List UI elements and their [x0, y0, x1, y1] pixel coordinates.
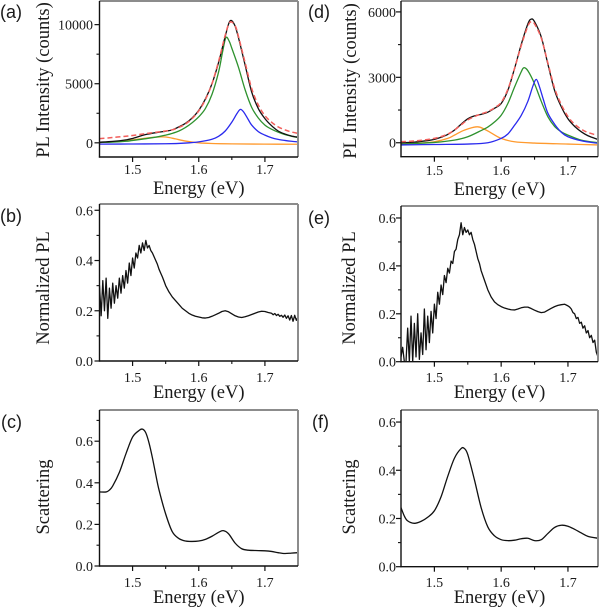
- x-tick-label: 1.6: [492, 576, 510, 591]
- x-tick-label: 1.7: [559, 164, 577, 179]
- line-black: [99, 428, 298, 555]
- x-tick-label: 1.7: [559, 371, 577, 386]
- x-tick-label: 1.7: [256, 163, 274, 178]
- x-tick-label: 1.5: [426, 576, 444, 591]
- x-tick-label: 1.6: [190, 163, 208, 178]
- x-tick-label: 1.6: [492, 164, 510, 179]
- panel-label: (e): [308, 208, 330, 228]
- x-tick-label: 1.7: [256, 576, 274, 591]
- plot-area: [99, 19, 298, 145]
- line-black: [401, 222, 598, 362]
- y-tick-label: 6000: [368, 6, 396, 21]
- y-tick-label: 0.4: [379, 260, 397, 275]
- x-tick-label: 1.5: [124, 371, 142, 386]
- x-axis-label: Energy (eV): [454, 383, 546, 403]
- x-tick-label: 1.5: [426, 164, 444, 179]
- x-axis-label: Energy (eV): [153, 588, 245, 608]
- y-axis-label: Normalized PL: [34, 231, 54, 345]
- x-tick-label: 1.6: [492, 371, 510, 386]
- y-tick-label: 0.4: [76, 255, 94, 270]
- line-red-dashed: [401, 20, 598, 143]
- y-axis-label: Scattering: [34, 459, 54, 534]
- panel-f: 1.5 1.6 1.7 0.0 0.2 0.4 0.6 Energy (eV) Scatteri…: [312, 409, 599, 608]
- plot-area: [401, 18, 598, 146]
- x-axis-label: Energy (eV): [153, 179, 245, 199]
- x-axis-label: Energy (eV): [454, 180, 546, 200]
- y-tick-label: 0.0: [379, 561, 397, 576]
- y-tick-label: 0.2: [379, 512, 397, 527]
- y-tick-label: 0.2: [76, 305, 94, 320]
- panel-b: 1.5 1.6 1.7 0.0 0.2 0.4 0.6 Energy (eV) Normaliz…: [0, 203, 299, 403]
- line-black: [99, 19, 298, 143]
- line-orange: [401, 126, 598, 146]
- line-black: [99, 239, 298, 322]
- y-tick-label: 0.6: [76, 204, 94, 219]
- y-tick-label: 0.2: [379, 308, 397, 323]
- y-axis-label: PL Intensity (counts): [341, 3, 361, 159]
- panel-d: 1.5 1.6 1.7 0 3000 6000 Energy (eV) PL Intensit…: [308, 0, 599, 200]
- panel-label: (f): [312, 412, 329, 432]
- y-tick-label: 5000: [65, 78, 93, 93]
- panel-c: 1.5 1.6 1.7 0.0 0.2 0.4 0.6 Energy (eV) Scatteri…: [1, 409, 299, 608]
- plot-area: [99, 239, 298, 322]
- line-black: [401, 18, 598, 144]
- y-axis-label: Normalized PL: [340, 231, 360, 345]
- x-tick-label: 1.6: [190, 576, 208, 591]
- y-tick-label: 0.0: [379, 356, 397, 371]
- y-axis-label: Scattering: [340, 459, 360, 534]
- y-tick-label: 0: [86, 137, 93, 152]
- x-tick-label: 1.6: [190, 371, 208, 386]
- panel-label: (d): [308, 2, 330, 22]
- x-tick-label: 1.5: [124, 163, 142, 178]
- x-axis-label: Energy (eV): [153, 383, 245, 403]
- line-blue: [401, 78, 598, 146]
- plot-area: [401, 446, 598, 542]
- x-tick-label: 1.5: [124, 576, 142, 591]
- panel-label: (c): [1, 412, 22, 432]
- y-axis-label: PL Intensity (counts): [34, 2, 54, 158]
- y-tick-label: 0.0: [76, 560, 94, 575]
- plot-area: [401, 222, 598, 362]
- y-tick-label: 0.6: [379, 416, 397, 431]
- x-axis-label: Energy (eV): [454, 588, 546, 608]
- line-red-dashed: [99, 21, 298, 140]
- panel-a: 1.5 1.6 1.7 0 5000 10000 Energy (eV) PL Intensi…: [0, 0, 299, 199]
- panel-e: 1.5 1.6 1.7 0.0 0.2 0.4 0.6 Energy (eV) Normaliz…: [308, 205, 599, 403]
- line-black: [401, 446, 598, 542]
- y-tick-label: 0: [389, 137, 396, 152]
- y-tick-label: 0.4: [379, 464, 397, 479]
- y-tick-label: 0.2: [76, 518, 94, 533]
- panel-label: (b): [0, 206, 22, 226]
- x-tick-label: 1.7: [256, 371, 274, 386]
- y-tick-label: 0.6: [379, 212, 397, 227]
- x-tick-label: 1.7: [559, 576, 577, 591]
- plot-area: [99, 428, 298, 555]
- y-tick-label: 0.4: [76, 477, 94, 492]
- y-tick-label: 3000: [368, 71, 396, 86]
- panel-label: (a): [0, 2, 22, 22]
- line-green: [99, 36, 298, 144]
- line-blue: [99, 108, 298, 145]
- y-tick-label: 0.6: [76, 435, 94, 450]
- y-tick-label: 10000: [58, 19, 93, 34]
- x-tick-label: 1.5: [426, 371, 444, 386]
- y-tick-label: 0.0: [76, 355, 94, 370]
